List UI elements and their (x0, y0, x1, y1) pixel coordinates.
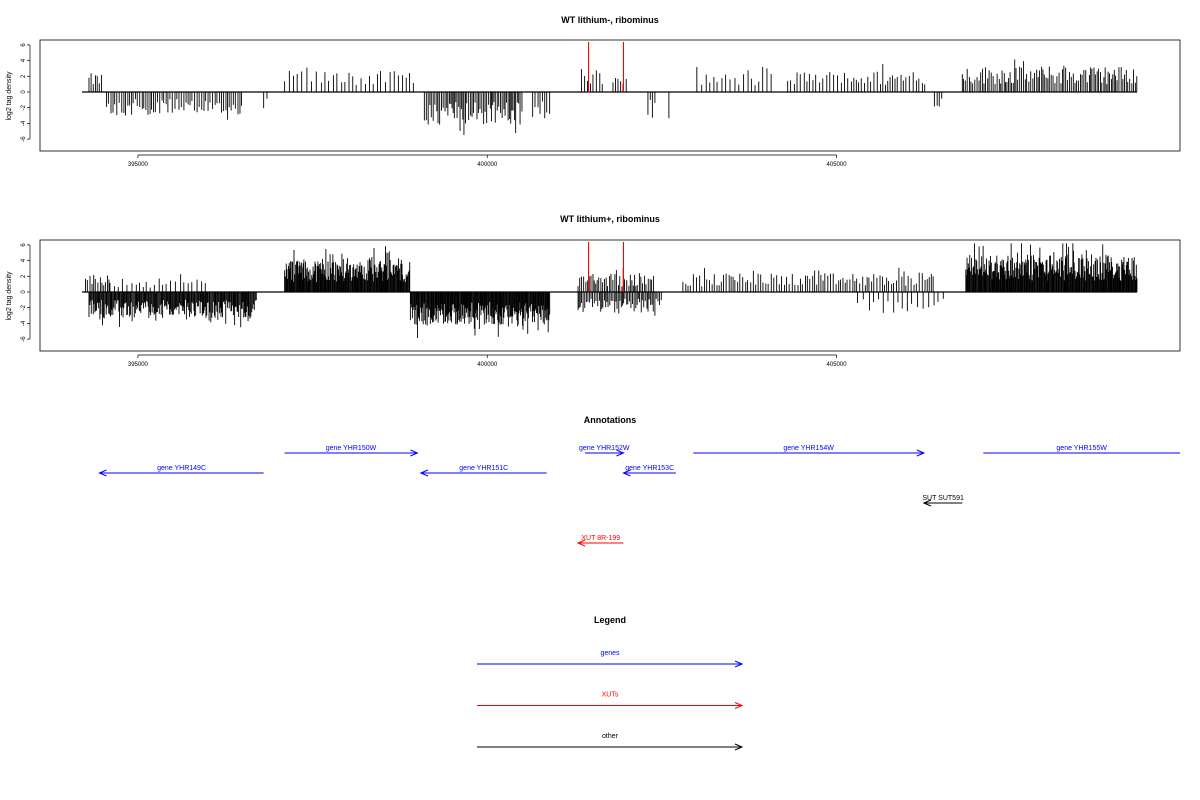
feature-arrowhead (576, 539, 586, 547)
feature-label: gene YHR154W (783, 445, 834, 452)
feature-label: gene YHR149C (157, 465, 206, 472)
legend-label: other (602, 733, 619, 740)
feature-label: gene YHR151C (459, 465, 508, 472)
y-tick-label: 2 (21, 74, 27, 78)
feature-label: gene YHR150W (326, 445, 377, 452)
panel-2-highlights (587, 242, 625, 292)
legend-arrowhead (734, 702, 744, 709)
panel-1-y-axis-label: log2 tag density (6, 71, 13, 121)
panel-1-x-axis: 395000 400000 405000 (128, 154, 848, 168)
feature-arrowhead (622, 469, 631, 477)
annotation-gene-yhr151c: gene YHR151C (419, 465, 547, 477)
panel-2-x-axis: 395000 400000 405000 (128, 354, 848, 368)
feature-arrowhead (616, 449, 625, 457)
annotations-title: Annotations (584, 415, 637, 425)
panel-2-y-axis-label: log2 tag density (6, 271, 13, 321)
y-tick-label: 0 (21, 290, 27, 294)
y-tick-label: 6 (21, 243, 27, 247)
panel-2: WT lithium+, ribominus log2 tag density … (6, 214, 1181, 368)
y-tick-label: -6 (21, 136, 27, 142)
feature-arrowhead (922, 499, 932, 507)
annotation-gene-yhr149c: gene YHR149C (98, 465, 264, 477)
feature-label: gene YHR155W (1056, 445, 1107, 452)
y-tick-label: 4 (21, 58, 27, 62)
y-tick-label: -4 (21, 320, 27, 326)
annotation-features: gene YHR149C gene YHR150W gene YHR151C gene… (98, 445, 1180, 547)
legend-title: Legend (594, 615, 626, 625)
x-tick-label: 400000 (477, 162, 498, 168)
y-tick-label: -4 (21, 120, 27, 126)
legend-arrowhead (734, 660, 744, 668)
legend-arrowhead (734, 743, 744, 751)
panel-2-y-axis: -6 -4 -2 0 2 4 6 (21, 243, 31, 342)
x-tick-label: 395000 (128, 162, 149, 168)
annotation-xut-8r-199: XUT 8R-199 (576, 535, 624, 547)
legend-panel: Legend genes XUTs other (477, 615, 744, 751)
annotation-gene-yhr155w: gene YHR155W (983, 445, 1180, 454)
annotation-gene-yhr154w: gene YHR154W (693, 445, 926, 457)
panel-1-bars (88, 59, 1138, 135)
panel-2-frame (39, 239, 1181, 352)
feature-arrowhead (98, 469, 107, 477)
feature-arrowhead (419, 469, 429, 477)
feature-label: gene YHR152W (579, 445, 630, 452)
legend-items: genes XUTs other (477, 650, 744, 751)
feature-arrowhead (916, 449, 926, 457)
annotation-gene-yhr150w: gene YHR150W (284, 445, 419, 457)
panel-1-highlights (587, 42, 625, 92)
x-tick-label: 395000 (128, 362, 149, 368)
panel-2-title: WT lithium+, ribominus (560, 214, 660, 224)
x-tick-label: 405000 (827, 362, 848, 368)
annotation-sut-sut591: SUT SUT591 (922, 495, 964, 507)
legend-item-genes: genes (477, 650, 744, 668)
panel-2-bars (85, 243, 1138, 339)
panel-1-frame (39, 39, 1181, 152)
legend-label: genes (600, 650, 620, 657)
y-tick-label: 4 (21, 258, 27, 262)
annotation-gene-yhr153c: gene YHR153C (622, 465, 676, 477)
feature-label: XUT 8R-199 (581, 535, 620, 542)
y-tick-label: -6 (21, 336, 27, 342)
y-tick-label: -2 (21, 104, 27, 110)
legend-item-other: other (477, 733, 744, 751)
x-tick-label: 400000 (477, 362, 498, 368)
panel-1-title: WT lithium-, ribominus (561, 15, 659, 25)
feature-label: gene YHR153C (625, 465, 674, 472)
y-tick-label: 0 (21, 90, 27, 94)
x-tick-label: 405000 (827, 162, 848, 168)
legend-label: XUTs (602, 692, 619, 699)
panel-1: WT lithium-, ribominus log2 tag density … (6, 15, 1181, 168)
y-tick-label: -2 (21, 304, 27, 310)
legend-item-xuts: XUTs (477, 692, 744, 709)
y-tick-label: 2 (21, 274, 27, 278)
feature-arrowhead (410, 449, 419, 457)
panel-1-y-axis: -6 -4 -2 0 2 4 6 (21, 43, 31, 142)
annotation-gene-yhr152w: gene YHR152W (579, 445, 630, 457)
feature-label: SUT SUT591 (922, 495, 964, 502)
y-tick-label: 6 (21, 43, 27, 47)
